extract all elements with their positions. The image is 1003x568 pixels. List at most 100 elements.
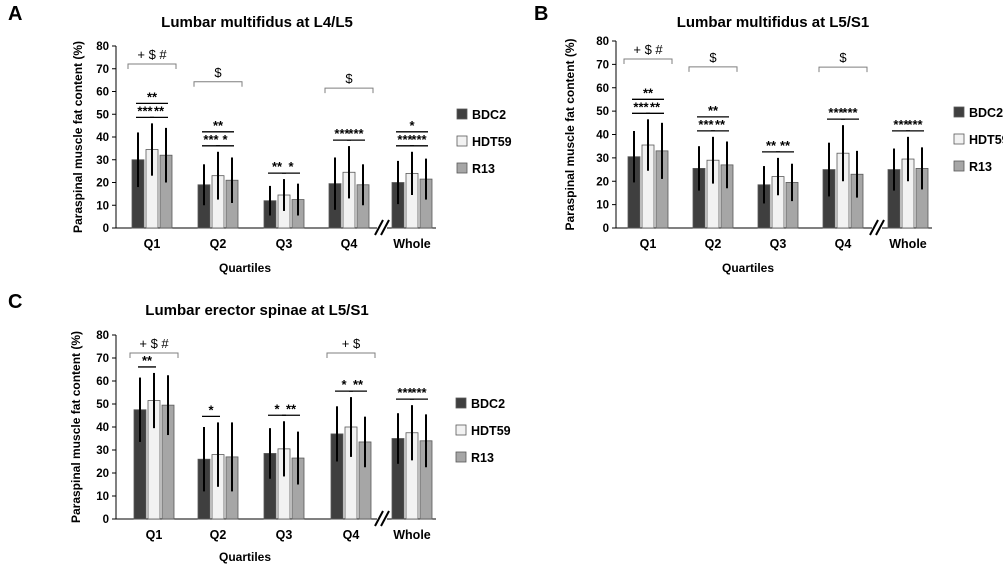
y-tick-label: 80 bbox=[96, 330, 109, 342]
legend-swatch bbox=[456, 108, 468, 120]
y-tick-label: 30 bbox=[96, 445, 109, 457]
y-tick-label: 50 bbox=[596, 106, 609, 118]
significance-label: *** bbox=[633, 99, 649, 114]
y-tick-label: 20 bbox=[96, 468, 109, 480]
y-tick-label: 20 bbox=[596, 176, 609, 188]
significance-label: * bbox=[288, 159, 294, 174]
legend-swatch bbox=[953, 160, 965, 172]
panel-b: B Lumbar multifidus at L5/S1 0 10 20 30 40 50 60… bbox=[534, 3, 1003, 275]
axis-break-mark bbox=[875, 219, 885, 236]
group-significance-label: + $ # bbox=[633, 42, 663, 57]
y-tick-label: 50 bbox=[96, 399, 109, 411]
x-tick-label: Q1 bbox=[144, 237, 161, 251]
x-tick-label: Q3 bbox=[770, 237, 787, 251]
legend-label: HDT59 bbox=[969, 133, 1003, 147]
significance-label: *** bbox=[893, 117, 909, 132]
legend-swatch bbox=[953, 106, 965, 118]
significance-label: *** bbox=[411, 385, 427, 400]
group-bracket bbox=[326, 352, 376, 358]
x-tick-label: Whole bbox=[393, 528, 431, 542]
chart-title: Lumbar multifidus at L5/S1 bbox=[677, 14, 870, 31]
legend-label: BDC2 bbox=[471, 397, 505, 411]
group-bracket bbox=[127, 63, 177, 69]
legend-label: R13 bbox=[969, 160, 992, 174]
y-tick-label: 70 bbox=[596, 59, 609, 71]
y-tick-label: 70 bbox=[96, 64, 109, 76]
significance-label: * bbox=[208, 402, 214, 417]
group-bracket bbox=[623, 58, 673, 64]
group-bracket bbox=[193, 81, 243, 87]
legend-label: BDC2 bbox=[472, 108, 506, 122]
group-bracket bbox=[324, 87, 374, 94]
significance-label: ** bbox=[766, 138, 777, 153]
y-tick-label: 40 bbox=[596, 130, 609, 142]
significance-label: ** bbox=[154, 103, 165, 118]
significance-label: ** bbox=[272, 159, 283, 174]
x-axis-title: Quartiles bbox=[219, 261, 271, 275]
panel-letter: A bbox=[8, 3, 22, 25]
significance-label: *** bbox=[698, 117, 714, 132]
y-tick-label: 80 bbox=[96, 41, 109, 53]
legend-label: HDT59 bbox=[471, 424, 511, 438]
group-significance-label: $ bbox=[839, 50, 847, 65]
group-significance-label: $ bbox=[214, 65, 222, 80]
significance-label: *** bbox=[907, 117, 923, 132]
significance-label: ** bbox=[643, 85, 654, 100]
group-significance-label: $ bbox=[345, 71, 353, 86]
group-bracket bbox=[688, 66, 738, 72]
x-tick-label: Q3 bbox=[276, 237, 293, 251]
y-axis-title: Paraspinal muscle fat content (%) bbox=[69, 331, 83, 523]
legend-swatch bbox=[456, 162, 468, 174]
x-tick-label: Q4 bbox=[343, 528, 360, 542]
y-tick-label: 0 bbox=[603, 223, 609, 235]
x-tick-label: Q4 bbox=[341, 237, 358, 251]
x-tick-label: Q2 bbox=[210, 528, 227, 542]
y-tick-label: 70 bbox=[96, 353, 109, 365]
panel-a: A Lumbar multifidus at L4/L5 0 10 20 30 40 50 60… bbox=[8, 3, 512, 275]
significance-label: ** bbox=[650, 99, 661, 114]
y-tick-label: 20 bbox=[96, 178, 109, 190]
y-axis-title: Paraspinal muscle fat content (%) bbox=[563, 38, 577, 230]
legend-label: BDC2 bbox=[969, 106, 1003, 120]
significance-label: ** bbox=[213, 118, 224, 133]
panel-c: C Lumbar erector spinae at L5/S1 0 10 20 30 40… bbox=[8, 291, 511, 564]
significance-label: ** bbox=[708, 103, 719, 118]
y-axis-title: Paraspinal muscle fat content (%) bbox=[71, 41, 85, 233]
significance-label: *** bbox=[828, 105, 844, 120]
x-tick-label: Whole bbox=[889, 237, 927, 251]
significance-label: ** bbox=[780, 138, 791, 153]
significance-label: ** bbox=[715, 117, 726, 132]
significance-label: *** bbox=[842, 105, 858, 120]
y-tick-label: 60 bbox=[596, 83, 609, 95]
legend-label: R13 bbox=[472, 162, 495, 176]
axis-break-mark bbox=[374, 510, 384, 527]
y-tick-label: 50 bbox=[96, 109, 109, 121]
axis-break-mark bbox=[374, 219, 384, 236]
y-tick-label: 10 bbox=[596, 200, 609, 212]
y-tick-label: 30 bbox=[596, 153, 609, 165]
legend-label: HDT59 bbox=[472, 135, 512, 149]
legend-label: R13 bbox=[471, 451, 494, 465]
x-tick-label: Q2 bbox=[705, 237, 722, 251]
x-axis-title: Quartiles bbox=[722, 261, 774, 275]
x-axis-title: Quartiles bbox=[219, 550, 271, 564]
significance-label: * bbox=[409, 118, 415, 133]
x-tick-label: Q4 bbox=[835, 237, 852, 251]
x-tick-label: Whole bbox=[393, 237, 431, 251]
y-tick-label: 40 bbox=[96, 422, 109, 434]
significance-label: *** bbox=[137, 103, 153, 118]
y-tick-label: 10 bbox=[96, 491, 109, 503]
y-tick-label: 60 bbox=[96, 87, 109, 99]
y-tick-label: 10 bbox=[96, 200, 109, 212]
group-bracket bbox=[818, 66, 868, 73]
significance-label: *** bbox=[397, 385, 413, 400]
significance-label: * bbox=[222, 132, 228, 147]
x-tick-label: Q1 bbox=[146, 528, 163, 542]
y-tick-label: 0 bbox=[103, 514, 109, 526]
x-tick-label: Q3 bbox=[276, 528, 293, 542]
axis-break-mark bbox=[380, 219, 390, 236]
legend-swatch bbox=[953, 133, 965, 145]
group-significance-label: $ bbox=[709, 50, 717, 65]
legend-swatch bbox=[455, 451, 467, 463]
